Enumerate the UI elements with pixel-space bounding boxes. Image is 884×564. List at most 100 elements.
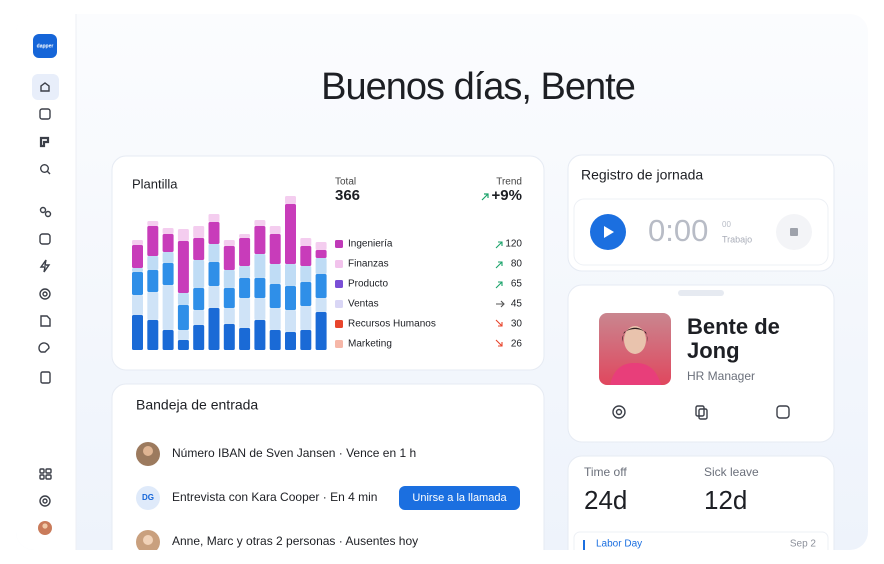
- bar-segment: [208, 262, 220, 286]
- legend-value: 30: [511, 319, 523, 330]
- legend-arrow: [495, 319, 503, 327]
- nav-active-bg: [32, 74, 59, 100]
- bar-segment: [269, 308, 281, 330]
- join-button[interactable]: [399, 486, 520, 510]
- bar-segment: [177, 229, 189, 241]
- bar-segment: [300, 246, 312, 266]
- nav-people[interactable]: [39, 206, 47, 214]
- legend-value: 45: [511, 299, 523, 310]
- nav-calendar[interactable]: [39, 233, 51, 245]
- bar-segment: [208, 222, 220, 244]
- bar-segment: [300, 306, 312, 330]
- timer-seconds: 00: [722, 220, 731, 229]
- bar-segment: [162, 234, 174, 252]
- bar-segment: [177, 241, 189, 293]
- bar-segment: [162, 263, 174, 285]
- avatar-initials: DG: [142, 493, 154, 502]
- nav-apps[interactable]: [39, 468, 45, 474]
- bar-segment: [254, 254, 266, 278]
- total-value: 366: [335, 187, 360, 204]
- bar-segment: [147, 221, 159, 226]
- bar-segment: [269, 226, 281, 234]
- bar-segment: [208, 244, 220, 262]
- bar-segment: [223, 270, 235, 288]
- avatar-dg: [136, 486, 160, 510]
- holiday-name: Labor Day: [596, 539, 642, 550]
- bar-segment: [315, 250, 327, 258]
- profile-action[interactable]: [695, 405, 705, 417]
- bar-segment: [177, 340, 189, 350]
- sidebar: [16, 14, 76, 550]
- bar-chart: [132, 196, 327, 350]
- greeting: Buenos días, Bente: [321, 66, 635, 108]
- holiday-date: Sep 2: [790, 539, 817, 550]
- legend-value: 80: [511, 259, 523, 270]
- logo[interactable]: [33, 34, 57, 58]
- bar-segment: [269, 234, 281, 264]
- bar-segment: [147, 270, 159, 292]
- bar-segment: [269, 264, 281, 284]
- nav-report[interactable]: [40, 371, 51, 384]
- legend-label: Finanzas: [348, 259, 389, 270]
- bar-segment: [269, 330, 281, 350]
- inbox-item[interactable]: Entrevista con Kara Cooper · En 4 min: [172, 490, 377, 504]
- profile-action[interactable]: [776, 405, 790, 419]
- nav-target[interactable]: [39, 288, 51, 300]
- bar-segment: [162, 285, 174, 330]
- inbox-item[interactable]: Número IBAN de Sven Jansen · Vence en 1 …: [172, 446, 416, 460]
- bar-segment: [208, 308, 220, 350]
- bar-segment: [285, 332, 296, 350]
- profile-action[interactable]: [612, 405, 626, 419]
- stop-icon: [790, 228, 798, 236]
- legend-label: Recursos Humanos: [348, 319, 436, 330]
- timer: 0:00: [648, 213, 708, 248]
- legend-arrow: [495, 339, 503, 347]
- inbox-card: [111, 383, 545, 550]
- nav-help[interactable]: [39, 495, 51, 507]
- nav-flash[interactable]: [39, 259, 51, 273]
- bar-segment: [300, 238, 312, 246]
- nav-inbox[interactable]: [39, 108, 51, 120]
- bar-segment: [223, 240, 235, 246]
- legend-arrow: [495, 241, 503, 249]
- nav-home[interactable]: [40, 82, 50, 92]
- bar-segment: [208, 286, 220, 308]
- bar-segment: [147, 292, 159, 320]
- bar-segment: [132, 295, 143, 315]
- legend-swatch: [335, 260, 343, 268]
- logo-text: dapper: [37, 43, 54, 49]
- bar-segment: [177, 305, 189, 330]
- nav-search[interactable]: [40, 163, 50, 173]
- bar-segment: [193, 310, 205, 325]
- bar-segment: [254, 226, 266, 254]
- bar-segment: [239, 238, 251, 266]
- bar-segment: [239, 278, 251, 298]
- bar-segment: [193, 226, 205, 238]
- bar-segment: [223, 288, 235, 308]
- timer-status: Trabajo: [722, 234, 752, 244]
- nav-org[interactable]: [39, 136, 50, 148]
- bar-segment: [177, 330, 189, 340]
- bar-segment: [223, 324, 235, 350]
- legend-swatch: [335, 320, 343, 328]
- inbox-item[interactable]: Anne, Marc y otras 2 personas · Ausentes…: [172, 534, 418, 548]
- time-off-value: 24d: [584, 485, 627, 515]
- nav-doc[interactable]: [40, 315, 51, 327]
- bar-segment: [239, 266, 251, 278]
- time-off-label: Time off: [584, 465, 627, 479]
- bar-segment: [193, 260, 205, 288]
- legend-label: Ventas: [348, 299, 379, 310]
- bar-segment: [162, 330, 174, 350]
- legend-value: 120: [505, 239, 522, 250]
- nav-pie[interactable]: [38, 342, 50, 353]
- legend-arrow: [496, 300, 505, 308]
- bar-segment: [147, 320, 159, 350]
- bar-segment: [254, 278, 266, 298]
- bar-segment: [132, 268, 143, 272]
- bar-segment: [239, 234, 251, 238]
- join-button-label: Unirse a la llamada: [412, 492, 507, 504]
- plantilla-card: [111, 155, 545, 371]
- legend-arrow: [495, 281, 503, 289]
- holiday-row: [573, 531, 829, 550]
